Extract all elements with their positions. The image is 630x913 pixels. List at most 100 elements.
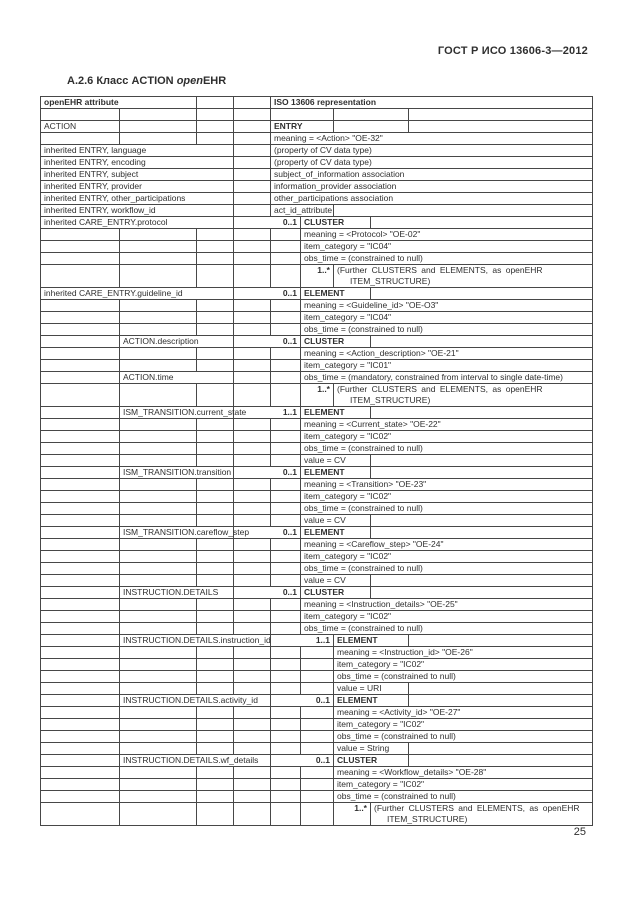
empty-cell: [196, 347, 234, 360]
value-cell: meaning = <Guideline_id> "OE-O3": [299, 299, 594, 312]
value-cell: item_category = "IC04": [299, 311, 594, 324]
attribute-cell: inherited ENTRY, other_participations: [40, 192, 234, 205]
value-cell: meaning = <Protocol> "OE-02": [299, 228, 594, 241]
empty-cell: [233, 706, 271, 719]
value-cell: item_category = "IC02": [299, 430, 594, 443]
empty-cell: [40, 335, 120, 348]
empty-cell: [196, 646, 234, 659]
empty-cell: [270, 574, 301, 587]
empty-cell: [40, 383, 120, 407]
cardinality-cell: 1..*: [300, 264, 334, 288]
empty-cell: [196, 120, 234, 133]
empty-cell: [300, 682, 334, 695]
empty-cell: [40, 347, 120, 360]
empty-cell: [270, 347, 301, 360]
empty-cell: [40, 562, 120, 575]
empty-cell: [119, 120, 197, 133]
table-row: obs_time = (constrained to null): [40, 562, 594, 575]
type-cell: CLUSTER: [300, 335, 371, 348]
empty-cell: [233, 730, 271, 743]
empty-cell: [196, 706, 234, 719]
empty-cell: [270, 418, 301, 431]
empty-cell: [119, 790, 197, 803]
value-cell: meaning = <Action_description> "OE-21": [299, 347, 594, 360]
cardinality-cell: 1..*: [300, 383, 334, 407]
table-row: ISM_TRANSITION.current_state 1..1 ELEMENT: [40, 406, 594, 419]
value-cell: obs_time = (constrained to null): [299, 442, 594, 455]
value-cell: meaning = <Workflow_details> "OE-28": [332, 766, 594, 779]
empty-cell: [233, 418, 271, 431]
value-cell: act_id_attribute: [270, 204, 334, 217]
gost-header: ГОСТ Р ИСО 13606-3—2012: [437, 45, 588, 57]
value-cell: item_category = "IC02": [299, 610, 594, 623]
table-row: obs_time = (constrained to null): [40, 502, 594, 515]
cardinality-cell: 0..1: [233, 466, 301, 479]
empty-cell: [119, 562, 197, 575]
value-cell: obs_time = (constrained to null): [332, 730, 594, 743]
empty-cell: [300, 802, 334, 826]
table-row: 1..* (Further CLUSTERS and ELEMENTS, as o…: [40, 802, 594, 826]
value-cell: value = String: [333, 742, 409, 755]
empty-cell: [40, 454, 120, 467]
table-row: value = CV: [40, 454, 594, 467]
table-row: 1..* (Further CLUSTERS and ELEMENTS, as o…: [40, 264, 594, 288]
empty-cell: [196, 802, 234, 826]
empty-cell: [233, 180, 271, 193]
empty-cell: [40, 132, 120, 145]
empty-cell: [40, 466, 120, 479]
empty-cell: [40, 598, 120, 611]
attribute-cell: ACTION: [40, 120, 120, 133]
empty-cell: [119, 383, 197, 407]
empty-cell: [270, 299, 301, 312]
attribute-cell: inherited CARE_ENTRY.protocol: [40, 216, 234, 229]
empty-cell: [300, 718, 334, 731]
empty-cell: [233, 478, 271, 491]
empty-cell: [333, 108, 409, 121]
attribute-cell: INSTRUCTION.DETAILS: [119, 586, 234, 599]
empty-cell: [40, 264, 120, 288]
empty-cell: [196, 252, 234, 265]
empty-cell: [196, 454, 234, 467]
empty-cell: [270, 562, 301, 575]
empty-cell: [270, 502, 301, 515]
empty-cell: [233, 299, 271, 312]
empty-cell: [233, 646, 271, 659]
attribute-cell: ISM_TRANSITION.careflow_step: [119, 526, 249, 539]
table-row: obs_time = (constrained to null): [40, 670, 594, 683]
value-cell: item_category = "IC04": [299, 240, 594, 253]
table-row: meaning = <Transition> "OE-23": [40, 478, 594, 491]
empty-cell: [40, 490, 120, 503]
value-cell: obs_time = (constrained to null): [299, 323, 594, 336]
empty-cell: [119, 514, 197, 527]
empty-cell: [40, 311, 120, 324]
empty-cell: [40, 323, 120, 336]
empty-cell: [233, 156, 271, 169]
empty-cell: [270, 442, 301, 455]
attribute-cell: INSTRUCTION.DETAILS.activity_id: [119, 694, 271, 707]
attribute-cell: ISM_TRANSITION.current_state: [119, 406, 246, 419]
empty-cell: [270, 490, 301, 503]
attribute-cell: inherited ENTRY, workflow_id: [40, 204, 234, 217]
attribute-cell: inherited ENTRY, provider: [40, 180, 234, 193]
empty-cell: [270, 682, 301, 695]
empty-cell: [196, 766, 234, 779]
value-cell: obs_time = (constrained to null): [299, 562, 594, 575]
empty-cell: [119, 132, 197, 145]
value-cell: obs_time = (constrained to null): [299, 502, 594, 515]
empty-cell: [40, 418, 120, 431]
empty-cell: [40, 610, 120, 623]
empty-cell: [233, 622, 271, 635]
empty-cell: [196, 514, 234, 527]
empty-cell: [196, 658, 234, 671]
empty-cell: [40, 550, 120, 563]
empty-cell: [119, 228, 197, 241]
empty-cell: [196, 538, 234, 551]
empty-cell: [196, 622, 234, 635]
table-row: item_category = "IC02": [40, 778, 594, 791]
value-cell: information_provider association: [269, 180, 594, 193]
value-cell: item_category = "IC02": [332, 658, 594, 671]
empty-cell: [270, 430, 301, 443]
empty-cell: [119, 323, 197, 336]
empty-cell: [196, 323, 234, 336]
empty-cell: [40, 802, 120, 826]
